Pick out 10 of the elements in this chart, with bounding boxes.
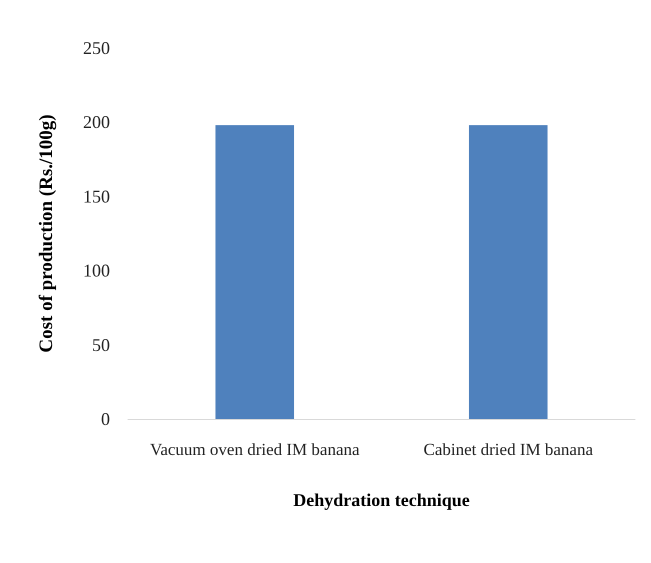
x-tick-label: Vacuum oven dried IM banana bbox=[150, 440, 360, 459]
y-tick-label: 0 bbox=[101, 409, 110, 429]
y-tick-label: 250 bbox=[83, 38, 110, 58]
x-tick-label: Cabinet dried IM banana bbox=[424, 440, 594, 459]
y-axis-title: Cost of production (Rs./100g) bbox=[36, 114, 57, 353]
y-tick-label: 200 bbox=[83, 112, 110, 132]
y-tick-label: 50 bbox=[92, 334, 110, 355]
y-tick-label: 150 bbox=[83, 186, 110, 206]
y-tick-label: 100 bbox=[83, 260, 110, 281]
x-axis-title: Dehydration technique bbox=[293, 490, 470, 510]
